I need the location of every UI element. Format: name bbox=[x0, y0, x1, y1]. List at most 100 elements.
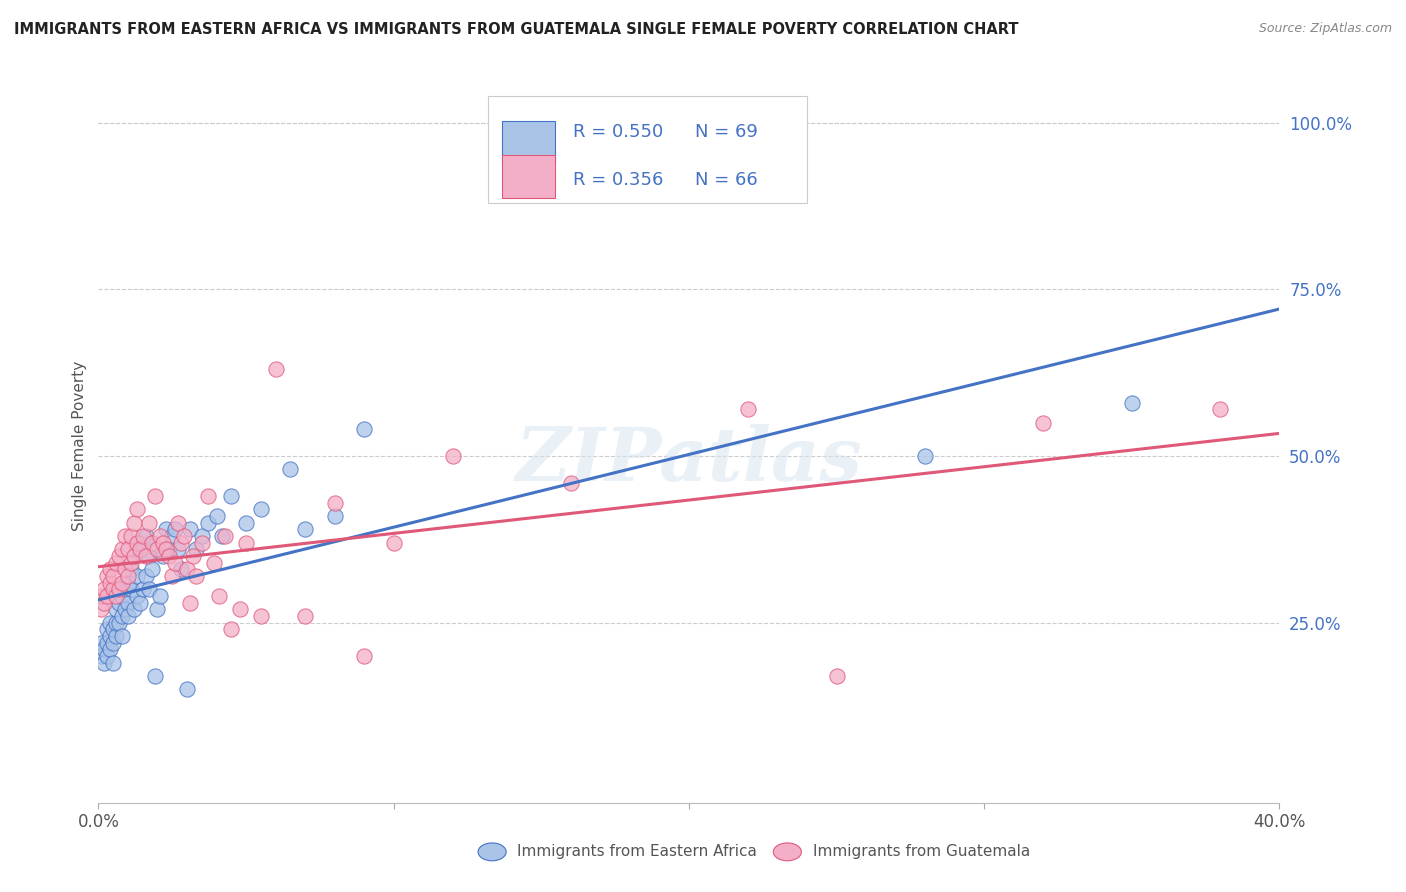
Point bbox=[191, 529, 214, 543]
Point bbox=[155, 542, 177, 557]
Point bbox=[294, 522, 316, 536]
Point bbox=[96, 569, 118, 583]
Point bbox=[214, 529, 236, 543]
Point bbox=[105, 556, 128, 570]
Point bbox=[108, 582, 131, 597]
Point bbox=[93, 582, 115, 597]
Point bbox=[114, 562, 136, 576]
Point bbox=[90, 649, 112, 664]
Point bbox=[103, 656, 125, 670]
Point bbox=[122, 602, 145, 616]
Point bbox=[264, 362, 287, 376]
Point bbox=[250, 502, 273, 516]
Point bbox=[184, 569, 207, 583]
Point bbox=[90, 636, 112, 650]
Point bbox=[103, 623, 125, 637]
Point bbox=[382, 535, 405, 549]
Point bbox=[167, 516, 190, 530]
Point bbox=[184, 542, 207, 557]
Point bbox=[120, 529, 142, 543]
Point bbox=[117, 596, 139, 610]
Point bbox=[138, 582, 160, 597]
Point bbox=[197, 516, 219, 530]
Point bbox=[105, 589, 128, 603]
Point bbox=[111, 589, 134, 603]
Point bbox=[170, 535, 193, 549]
Point bbox=[128, 535, 150, 549]
Point bbox=[323, 496, 346, 510]
Point bbox=[98, 642, 121, 657]
Point bbox=[93, 656, 115, 670]
Point bbox=[143, 669, 166, 683]
Point bbox=[152, 549, 174, 563]
Point bbox=[353, 422, 375, 436]
Point bbox=[122, 549, 145, 563]
Point bbox=[105, 602, 128, 616]
Point bbox=[114, 529, 136, 543]
Point bbox=[146, 602, 169, 616]
Point bbox=[135, 569, 157, 583]
Point bbox=[141, 562, 163, 576]
Text: Source: ZipAtlas.com: Source: ZipAtlas.com bbox=[1258, 22, 1392, 36]
Point bbox=[191, 535, 214, 549]
Point bbox=[128, 596, 150, 610]
Point bbox=[165, 556, 187, 570]
Point bbox=[125, 589, 148, 603]
Text: N = 66: N = 66 bbox=[695, 171, 758, 189]
Y-axis label: Single Female Poverty: Single Female Poverty bbox=[72, 361, 87, 531]
Point bbox=[111, 575, 134, 590]
Point bbox=[157, 549, 180, 563]
Point bbox=[132, 542, 155, 557]
Point bbox=[176, 682, 198, 697]
Point bbox=[441, 449, 464, 463]
Point bbox=[353, 649, 375, 664]
Point bbox=[108, 582, 131, 597]
Point bbox=[98, 562, 121, 576]
Point bbox=[105, 629, 128, 643]
Point bbox=[103, 569, 125, 583]
Point bbox=[111, 542, 134, 557]
Point bbox=[278, 462, 302, 476]
FancyBboxPatch shape bbox=[502, 155, 555, 198]
FancyBboxPatch shape bbox=[488, 96, 807, 203]
Point bbox=[125, 502, 148, 516]
Point bbox=[122, 549, 145, 563]
Point bbox=[179, 596, 201, 610]
Point bbox=[294, 609, 316, 624]
Point bbox=[132, 529, 155, 543]
Point bbox=[111, 609, 134, 624]
Point bbox=[208, 589, 231, 603]
Point bbox=[125, 535, 148, 549]
Point bbox=[96, 589, 118, 603]
Point bbox=[141, 535, 163, 549]
Point bbox=[173, 529, 195, 543]
Point bbox=[120, 582, 142, 597]
Text: Immigrants from Eastern Africa: Immigrants from Eastern Africa bbox=[517, 845, 758, 859]
Point bbox=[108, 615, 131, 630]
Point bbox=[149, 589, 172, 603]
Point bbox=[179, 522, 201, 536]
Point bbox=[96, 623, 118, 637]
Text: IMMIGRANTS FROM EASTERN AFRICA VS IMMIGRANTS FROM GUATEMALA SINGLE FEMALE POVERT: IMMIGRANTS FROM EASTERN AFRICA VS IMMIGR… bbox=[14, 22, 1018, 37]
Point bbox=[98, 575, 121, 590]
Point bbox=[108, 549, 131, 563]
Point bbox=[132, 582, 155, 597]
Point bbox=[205, 509, 228, 524]
Point bbox=[120, 562, 142, 576]
Point bbox=[117, 609, 139, 624]
Point bbox=[250, 609, 273, 624]
Text: R = 0.356: R = 0.356 bbox=[574, 171, 664, 189]
Point bbox=[117, 542, 139, 557]
Point bbox=[162, 569, 183, 583]
Point bbox=[103, 636, 125, 650]
Point bbox=[117, 569, 139, 583]
Point bbox=[235, 516, 257, 530]
Point bbox=[98, 629, 121, 643]
Point bbox=[141, 535, 163, 549]
Point bbox=[135, 549, 157, 563]
Point bbox=[825, 669, 848, 683]
Point bbox=[143, 489, 166, 503]
Point bbox=[560, 475, 582, 490]
Point bbox=[170, 562, 193, 576]
Point bbox=[120, 556, 142, 570]
